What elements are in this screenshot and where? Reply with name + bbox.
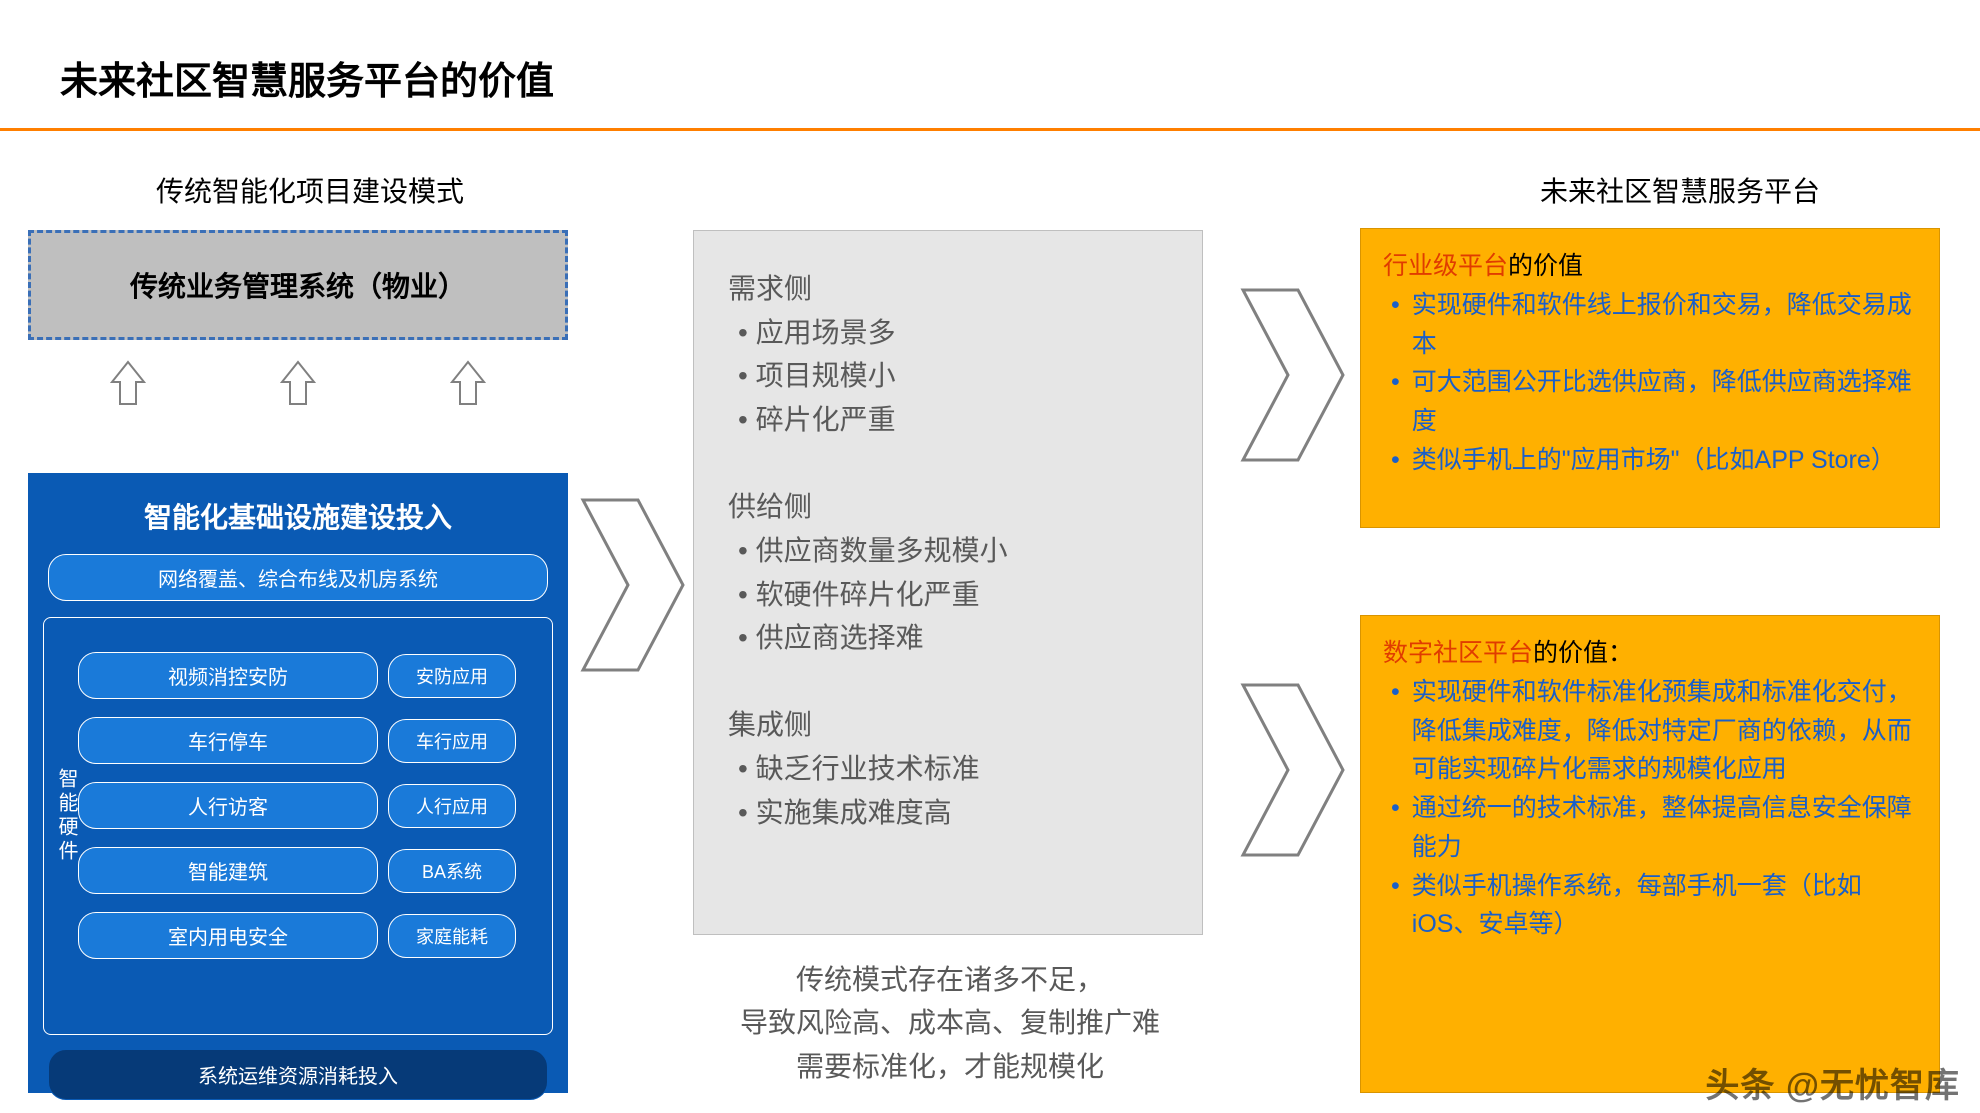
list-item: 实现硬件和软件标准化预集成和标准化交付，降低集成难度，降低对特定厂商的依赖，从而… (1391, 673, 1917, 789)
list-item: 可大范围公开比选供应商，降低供应商选择难度 (1391, 363, 1917, 441)
list-item: 缺乏行业技术标准 (738, 747, 1168, 790)
left-column-header: 传统智能化项目建设模式 (60, 170, 560, 210)
pill-main: 智能建筑 (78, 847, 378, 894)
pill-side: 车行应用 (388, 719, 516, 763)
title-red-part: 数字社区平台 (1383, 639, 1533, 667)
hw-row: 视频消控安防 安防应用 (78, 652, 542, 699)
pill-main: 人行访客 (78, 782, 378, 829)
list-item: 碎片化严重 (738, 398, 1168, 441)
up-arrow-icon (280, 360, 316, 408)
orange-box-industry-platform: 行业级平台的价值 实现硬件和软件线上报价和交易，降低交易成本 可大范围公开比选供… (1360, 228, 1940, 528)
hw-row: 室内用电安全 家庭能耗 (78, 912, 542, 959)
list-item: 项目规模小 (738, 354, 1168, 397)
up-arrow-icon (450, 360, 486, 408)
right-column-header: 未来社区智慧服务平台 (1430, 170, 1930, 210)
orange-box1-title: 行业级平台的价值 (1383, 247, 1917, 286)
hw-row: 车行停车 车行应用 (78, 717, 542, 764)
title-rest: 的价值 (1508, 252, 1583, 280)
pill-side: 人行应用 (388, 784, 516, 828)
list-item: 类似手机上的"应用市场"（比如APP Store） (1391, 441, 1917, 480)
section-demand-list: 应用场景多 项目规模小 碎片化严重 (728, 311, 1168, 441)
title-red-part: 行业级平台 (1383, 252, 1508, 280)
pill-side: BA系统 (388, 849, 516, 893)
list-item: 类似手机操作系统，每部手机一套（比如iOS、安卓等） (1391, 867, 1917, 945)
pill-main: 室内用电安全 (78, 912, 378, 959)
section-supply-list: 供应商数量多规模小 软硬件碎片化严重 供应商选择难 (728, 529, 1168, 659)
pill-ops-cost: 系统运维资源消耗投入 (48, 1049, 548, 1100)
mid-foot-line: 导致风险高、成本高、复制推广难 (630, 1001, 1270, 1044)
list-item: 供应商数量多规模小 (738, 529, 1168, 572)
mid-foot-line: 需要标准化，才能规模化 (630, 1045, 1270, 1088)
chevron-right-icon (578, 495, 688, 675)
up-arrow-icon (110, 360, 146, 408)
section-integration-header: 集成侧 (728, 703, 1168, 743)
hw-row: 人行访客 人行应用 (78, 782, 542, 829)
pill-side: 安防应用 (388, 654, 516, 698)
section-integration-list: 缺乏行业技术标准 实施集成难度高 (728, 747, 1168, 834)
list-item: 软硬件碎片化严重 (738, 573, 1168, 616)
inner-hardware-group: 智能硬件 视频消控安防 安防应用 车行停车 车行应用 人行访客 人行应用 智能建… (43, 617, 553, 1035)
title-rest: 的价值： (1533, 639, 1633, 667)
middle-footer-text: 传统模式存在诸多不足， 导致风险高、成本高、复制推广难 需要标准化，才能规模化 (630, 958, 1270, 1088)
orange-box1-list: 实现硬件和软件线上报价和交易，降低交易成本 可大范围公开比选供应商，降低供应商选… (1383, 286, 1917, 480)
pill-main: 车行停车 (78, 717, 378, 764)
blue-panel-infrastructure: 智能化基础设施建设投入 网络覆盖、综合布线及机房系统 智能硬件 视频消控安防 安… (28, 473, 568, 1093)
section-supply-header: 供给侧 (728, 485, 1168, 525)
orange-box2-list: 实现硬件和软件标准化预集成和标准化交付，降低集成难度，降低对特定厂商的依赖，从而… (1383, 673, 1917, 944)
orange-box2-title: 数字社区平台的价值： (1383, 634, 1917, 673)
list-item: 实施集成难度高 (738, 791, 1168, 834)
vertical-label-hardware: 智能硬件 (52, 768, 81, 864)
dashed-box-traditional-system: 传统业务管理系统（物业） (28, 230, 568, 340)
page-title: 未来社区智慧服务平台的价值 (60, 50, 554, 105)
mid-foot-line: 传统模式存在诸多不足， (630, 958, 1270, 1001)
pill-network: 网络覆盖、综合布线及机房系统 (48, 554, 548, 601)
watermark-text: 头条 @无忧智库 (1705, 1058, 1960, 1107)
pill-main: 视频消控安防 (78, 652, 378, 699)
divider-line (0, 128, 1980, 131)
section-demand-header: 需求侧 (728, 267, 1168, 307)
hw-row: 智能建筑 BA系统 (78, 847, 542, 894)
orange-box-digital-community: 数字社区平台的价值： 实现硬件和软件标准化预集成和标准化交付，降低集成难度，降低… (1360, 615, 1940, 1093)
list-item: 供应商选择难 (738, 616, 1168, 659)
chevron-right-icon (1238, 680, 1348, 860)
chevron-right-icon (1238, 285, 1348, 465)
blue-panel-title: 智能化基础设施建设投入 (43, 496, 553, 536)
list-item: 应用场景多 (738, 311, 1168, 354)
list-item: 通过统一的技术标准，整体提高信息安全保障能力 (1391, 789, 1917, 867)
gray-box-problems: 需求侧 应用场景多 项目规模小 碎片化严重 供给侧 供应商数量多规模小 软硬件碎… (693, 230, 1203, 935)
list-item: 实现硬件和软件线上报价和交易，降低交易成本 (1391, 286, 1917, 364)
pill-side: 家庭能耗 (388, 914, 516, 958)
